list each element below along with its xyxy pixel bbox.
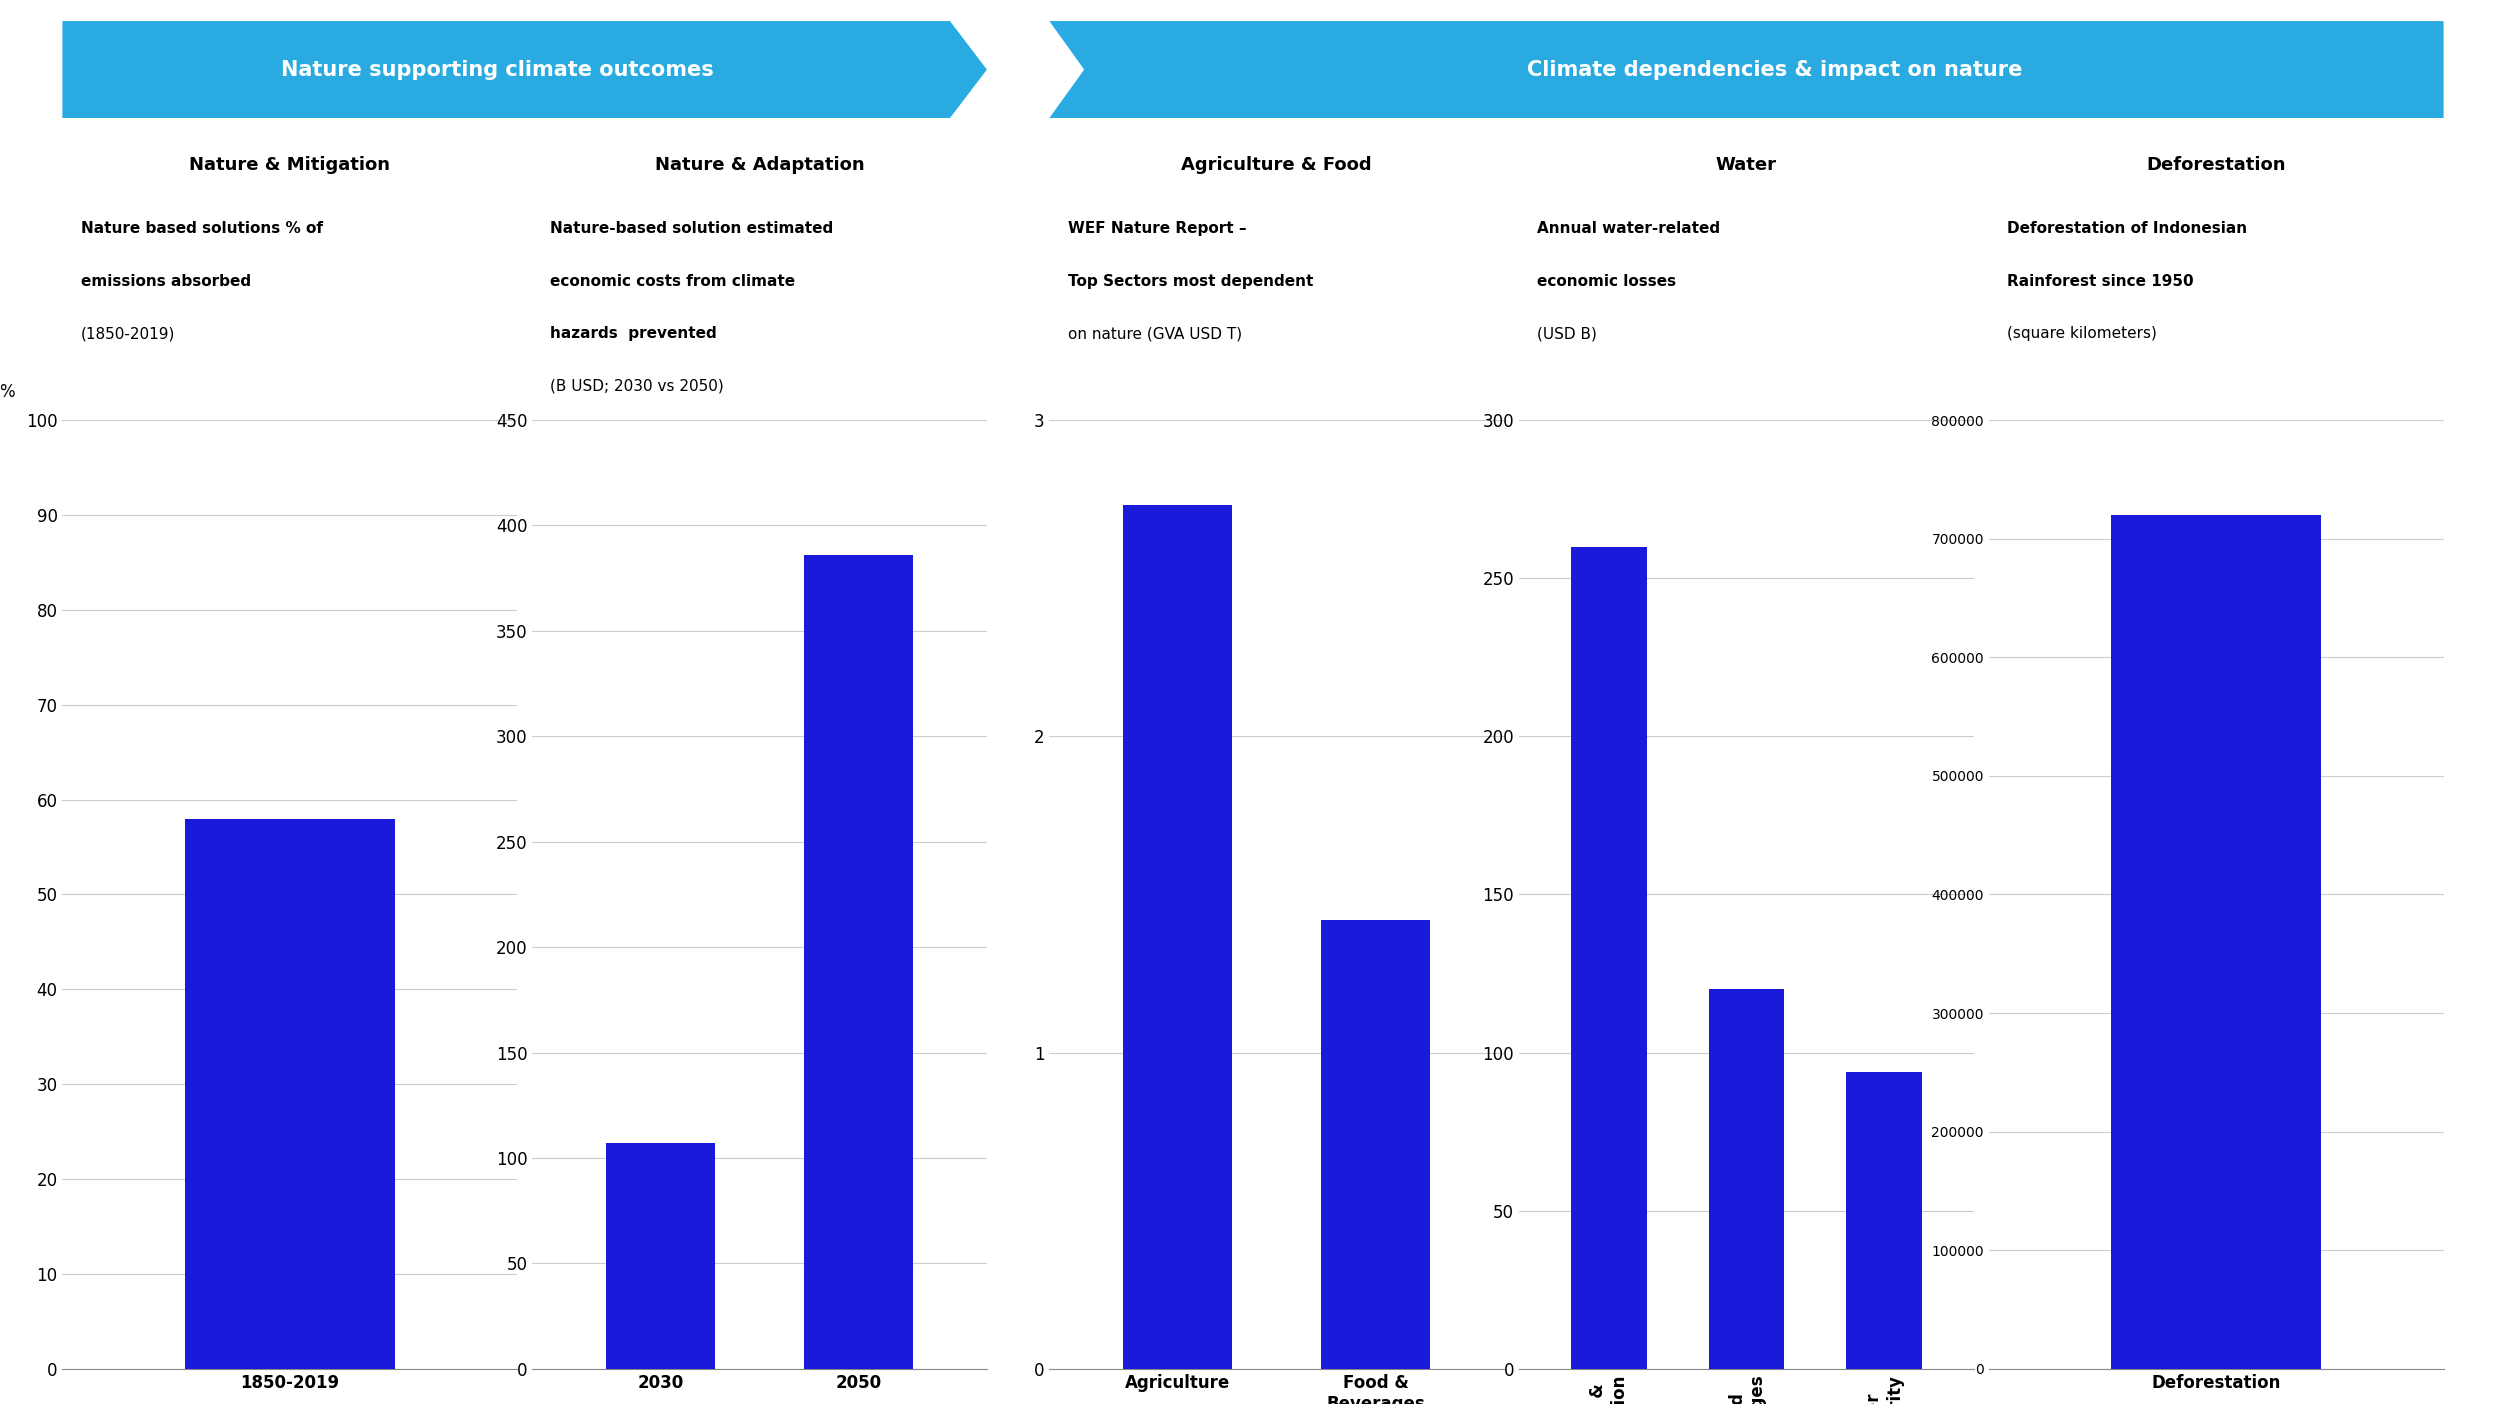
Bar: [1847, 1071, 1922, 1369]
Text: (USD B): (USD B): [1538, 326, 1597, 341]
Text: Nature supporting climate outcomes: Nature supporting climate outcomes: [280, 59, 714, 80]
Bar: [2112, 515, 2321, 1369]
Text: Top Sectors most dependent: Top Sectors most dependent: [1068, 274, 1313, 289]
Bar: [607, 1143, 714, 1369]
Text: hazards  prevented: hazards prevented: [549, 326, 716, 341]
Polygon shape: [62, 21, 986, 118]
Text: Deforestation: Deforestation: [2147, 156, 2286, 174]
Bar: [1710, 990, 1785, 1369]
Text: Water: Water: [1715, 156, 1777, 174]
Text: economic losses: economic losses: [1538, 274, 1677, 289]
Polygon shape: [986, 21, 1048, 118]
Text: Rainforest since 1950: Rainforest since 1950: [2007, 274, 2194, 289]
Text: Nature & Adaptation: Nature & Adaptation: [654, 156, 864, 174]
Bar: [1123, 505, 1233, 1369]
Polygon shape: [1048, 21, 2444, 118]
Text: (square kilometers): (square kilometers): [2007, 326, 2157, 341]
Text: Nature & Mitigation: Nature & Mitigation: [190, 156, 389, 174]
Bar: [1320, 920, 1430, 1369]
Text: %: %: [0, 383, 15, 402]
Text: Annual water-related: Annual water-related: [1538, 222, 1720, 236]
Text: Deforestation of Indonesian: Deforestation of Indonesian: [2007, 222, 2246, 236]
Text: (B USD; 2030 vs 2050): (B USD; 2030 vs 2050): [549, 379, 724, 395]
Text: (1850-2019): (1850-2019): [80, 326, 175, 341]
Text: Nature based solutions % of: Nature based solutions % of: [80, 222, 322, 236]
Bar: [804, 555, 914, 1369]
Bar: [185, 819, 394, 1369]
Text: Climate dependencies & impact on nature: Climate dependencies & impact on nature: [1528, 59, 2022, 80]
Text: WEF Nature Report –: WEF Nature Report –: [1068, 222, 1246, 236]
Bar: [1570, 546, 1647, 1369]
Text: emissions absorbed: emissions absorbed: [80, 274, 250, 289]
Text: on nature (GVA USD T): on nature (GVA USD T): [1068, 326, 1241, 341]
Text: Nature-based solution estimated: Nature-based solution estimated: [549, 222, 834, 236]
Text: Agriculture & Food: Agriculture & Food: [1181, 156, 1373, 174]
Text: economic costs from climate: economic costs from climate: [549, 274, 796, 289]
